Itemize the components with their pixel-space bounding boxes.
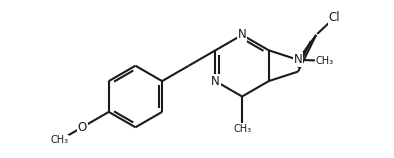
Text: Cl: Cl [329,11,340,24]
Text: N: N [211,75,220,88]
Text: CH₃: CH₃ [50,135,69,145]
Text: N: N [238,28,247,41]
Text: CH₃: CH₃ [315,56,333,66]
Text: O: O [78,121,87,134]
Text: N: N [294,53,303,66]
Text: CH₃: CH₃ [233,124,251,134]
